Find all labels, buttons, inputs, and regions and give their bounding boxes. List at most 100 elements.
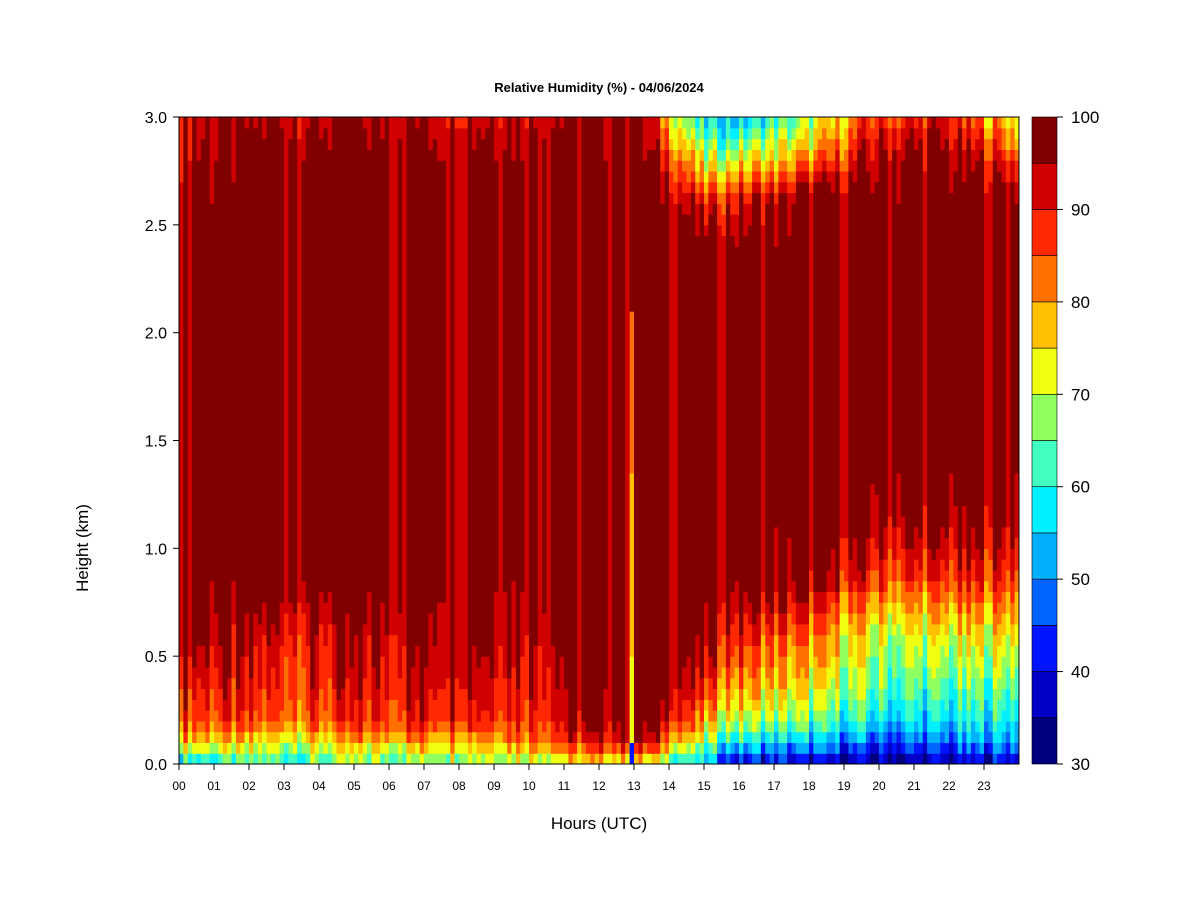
heatmap-cell [975, 160, 981, 549]
heatmap-cell [927, 753, 933, 764]
heatmap-cell [686, 656, 692, 700]
heatmap-cell [835, 742, 841, 754]
heatmap-cell [975, 645, 981, 668]
heatmap-cell [760, 634, 766, 668]
heatmap-cell [367, 634, 373, 700]
heatmap-cell [389, 634, 394, 700]
heatmap-cell [774, 742, 779, 754]
colorbar-swatch [1031, 578, 1058, 626]
heatmap-cell [844, 753, 849, 764]
heatmap-cell [358, 699, 364, 733]
heatmap-cell [244, 731, 250, 744]
heatmap-cell [677, 753, 683, 764]
heatmap-cell [292, 720, 298, 733]
heatmap-cell [371, 720, 377, 733]
heatmap-cell [835, 753, 841, 764]
heatmap-cell [655, 138, 661, 744]
heatmap-cell [914, 753, 919, 764]
heatmap-cell [756, 181, 762, 194]
heatmap-cell [708, 170, 714, 183]
heatmap-cell [459, 127, 464, 690]
heatmap-cell [319, 688, 324, 722]
heatmap-cell [1010, 742, 1016, 754]
heatmap-cell [463, 753, 469, 764]
heatmap-cell [480, 753, 486, 764]
heatmap-cell [988, 731, 994, 744]
heatmap-cell [791, 645, 797, 679]
heatmap-cell [406, 117, 412, 711]
heatmap-cell [835, 656, 841, 690]
heatmap-cell [730, 127, 736, 140]
x-tick-label: 23 [977, 779, 991, 793]
colorbar-tick-label: 40 [1071, 663, 1090, 682]
heatmap-cell [673, 731, 679, 744]
heatmap-cell [441, 602, 447, 690]
heatmap-cell [953, 753, 959, 764]
heatmap-cell [712, 753, 718, 764]
heatmap-cell [340, 753, 346, 764]
heatmap-cell [533, 645, 539, 711]
heatmap-cell [778, 720, 784, 733]
heatmap-cell [699, 203, 705, 679]
heatmap-cell [1010, 160, 1016, 183]
colorbar-swatch [1031, 671, 1058, 719]
heatmap-cell [734, 138, 740, 150]
heatmap-cell [822, 688, 828, 711]
heatmap-cell [870, 569, 876, 593]
heatmap-cell [275, 742, 281, 754]
heatmap-cell [187, 688, 193, 722]
x-tick-label: 08 [452, 779, 466, 793]
heatmap-cell [787, 753, 793, 764]
heatmap-cell [918, 613, 924, 636]
heatmap-cell [905, 634, 911, 668]
heatmap-cell [673, 117, 679, 129]
heatmap-cell [949, 753, 954, 764]
heatmap-cell [183, 742, 189, 754]
heatmap-cell [896, 203, 902, 474]
heatmap-cell [813, 634, 819, 657]
heatmap-cell [533, 127, 539, 646]
heatmap-cell [962, 634, 968, 668]
heatmap-cell [266, 742, 272, 754]
heatmap-cell [953, 505, 959, 549]
heatmap-cell [787, 688, 793, 711]
heatmap-cell [673, 720, 679, 733]
heatmap-cell [485, 117, 491, 129]
heatmap-cell [647, 753, 653, 764]
heatmap-cell [787, 138, 793, 150]
heatmap-cell [984, 753, 989, 764]
heatmap-cell [896, 720, 902, 733]
heatmap-cell [655, 742, 661, 754]
heatmap-cell [441, 688, 447, 722]
heatmap-cell [896, 117, 902, 129]
heatmap-cell [704, 677, 709, 700]
heatmap-cell [222, 731, 228, 744]
heatmap-cell [883, 149, 889, 528]
heatmap-cell [284, 613, 289, 657]
heatmap-cell [782, 181, 788, 194]
heatmap-cell [240, 753, 246, 764]
colorbar-swatch [1031, 486, 1058, 534]
heatmap-cell [949, 117, 954, 150]
heatmap-cell [270, 742, 276, 754]
heatmap-cell [949, 645, 954, 679]
heatmap-cell [340, 117, 346, 690]
heatmap-cell [472, 742, 478, 754]
heatmap-cell [900, 117, 906, 129]
heatmap-cell [984, 645, 989, 679]
heatmap-cell [419, 117, 425, 722]
heatmap-cell [778, 656, 784, 690]
heatmap-cell [861, 613, 867, 636]
heatmap-cell [616, 117, 622, 722]
heatmap-cell [883, 645, 889, 690]
heatmap-cell [817, 613, 823, 636]
heatmap-cell [879, 720, 884, 733]
heatmap-cell [883, 731, 889, 744]
heatmap-cell [660, 753, 666, 764]
heatmap-cell [472, 731, 478, 744]
heatmap-cell [205, 710, 211, 733]
heatmap-cell [809, 149, 814, 161]
heatmap-cell [485, 710, 491, 733]
heatmap-cell [962, 117, 968, 129]
